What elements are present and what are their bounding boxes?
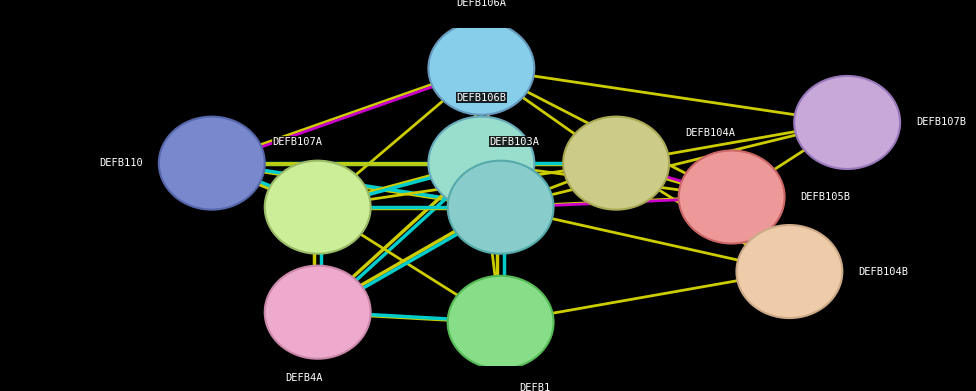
Ellipse shape xyxy=(794,76,900,169)
Ellipse shape xyxy=(428,117,534,210)
Text: DEFB4A: DEFB4A xyxy=(285,373,323,383)
Ellipse shape xyxy=(563,117,670,210)
Ellipse shape xyxy=(264,265,371,359)
Text: DEFB103A: DEFB103A xyxy=(489,137,540,147)
Ellipse shape xyxy=(737,225,842,318)
Text: DEFB104A: DEFB104A xyxy=(685,128,735,138)
Text: DEFB106B: DEFB106B xyxy=(457,93,507,103)
Ellipse shape xyxy=(448,161,553,254)
Ellipse shape xyxy=(428,22,534,115)
Ellipse shape xyxy=(448,276,553,369)
Ellipse shape xyxy=(678,151,785,244)
Text: DEFB110: DEFB110 xyxy=(100,158,142,168)
Text: DEFB105B: DEFB105B xyxy=(800,192,850,202)
Text: DEFB104B: DEFB104B xyxy=(858,267,909,276)
Text: DEFB107A: DEFB107A xyxy=(272,137,322,147)
Text: DEFB106A: DEFB106A xyxy=(457,0,507,8)
Ellipse shape xyxy=(159,117,264,210)
Text: DEFB107B: DEFB107B xyxy=(916,117,966,127)
Text: DEFB1: DEFB1 xyxy=(519,383,550,391)
Ellipse shape xyxy=(264,161,371,254)
